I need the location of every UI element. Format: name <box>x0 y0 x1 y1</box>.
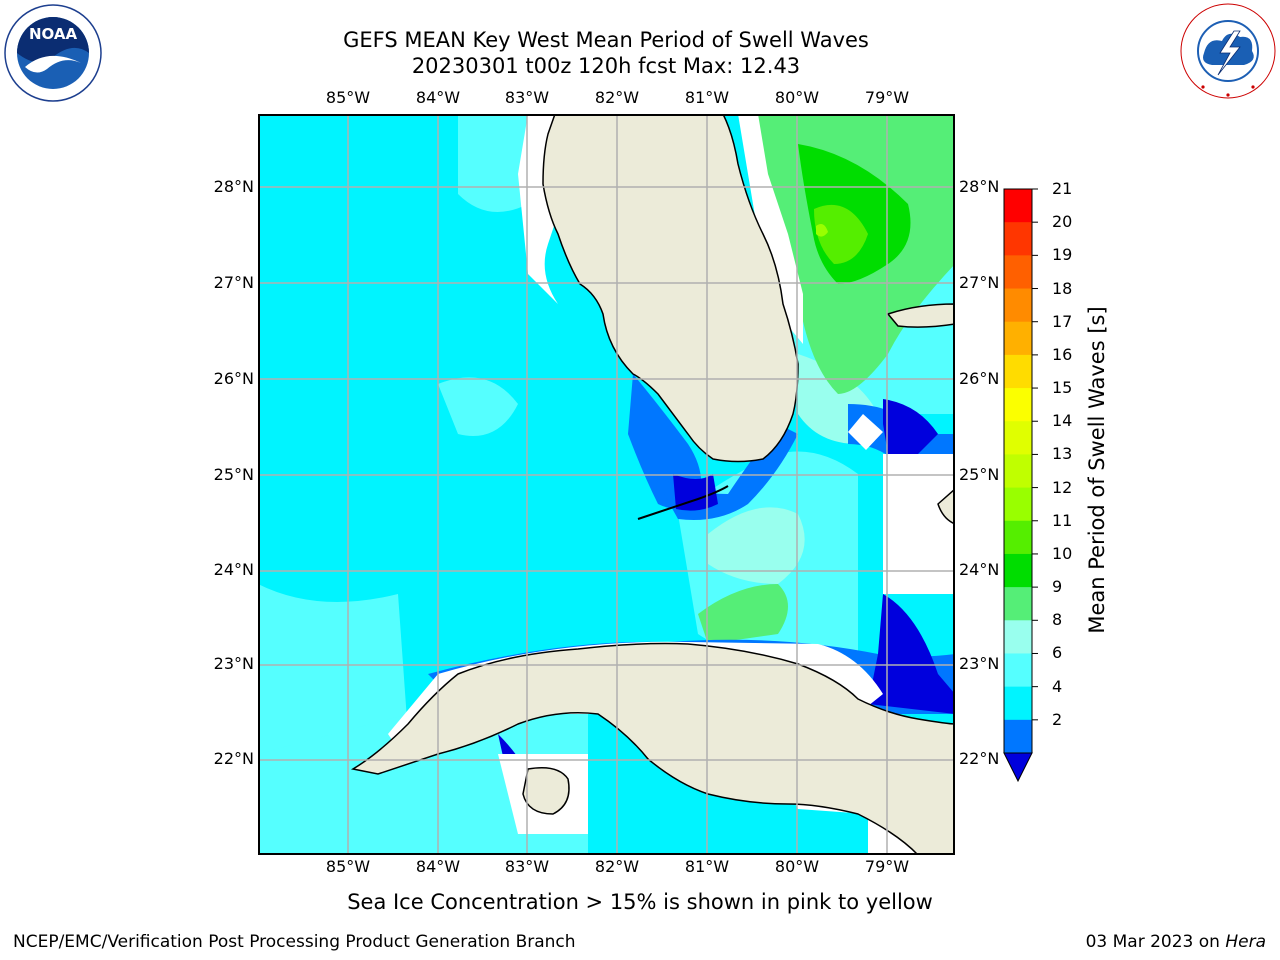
lon-tick-top-3: 82°W <box>594 88 640 107</box>
chart-title: GEFS MEAN Key West Mean Period of Swell … <box>343 28 869 52</box>
map-plot <box>258 114 955 855</box>
footer-branch: NCEP/EMC/Verification Post Processing Pr… <box>13 932 576 952</box>
colorbar-swatch-1 <box>1004 222 1032 256</box>
footer-date: 03 Mar 2023 on Hera <box>1086 932 1266 952</box>
land-isla-juventud <box>522 767 570 815</box>
sea-field-9-10s-strait <box>708 507 805 584</box>
colorbar-label-16: 2 <box>1052 709 1063 729</box>
lat-tick-right-3: 25°N <box>959 465 1000 484</box>
colorbar-swatch-5 <box>1004 354 1032 389</box>
lon-tick-top-6: 79°W <box>864 88 910 107</box>
colorbar-swatch-12 <box>1004 587 1032 621</box>
footer-machine: Hera <box>1225 932 1266 952</box>
colorbar-label-1: 20 <box>1052 212 1073 232</box>
lat-tick-left-3: 25°N <box>213 465 254 484</box>
colorbar-swatch-15 <box>1004 686 1032 721</box>
colorbar-label-3: 18 <box>1052 278 1073 298</box>
lon-tick-bottom-5: 80°W <box>774 857 820 876</box>
noaa-logo: NOAA <box>3 3 103 103</box>
sea-ice-note: Sea Ice Concentration > 15% is shown in … <box>347 890 933 914</box>
lat-tick-right-0: 28°N <box>959 177 1000 196</box>
lon-tick-top-5: 80°W <box>774 88 820 107</box>
land-cuba <box>350 642 955 855</box>
colorbar-border <box>1003 188 1033 754</box>
lat-tick-left-2: 26°N <box>213 369 254 388</box>
colorbar-swatch-4 <box>1004 321 1032 356</box>
sea-field-8-9s-west <box>258 584 408 761</box>
lon-tick-bottom-0: 85°W <box>325 857 371 876</box>
no-data-bahama-island <box>848 414 883 450</box>
colorbar-swatch-0 <box>1004 189 1032 223</box>
colorbar-swatch-11 <box>1004 553 1032 588</box>
no-data-fl-east <box>738 114 803 344</box>
footer-date-text: 03 Mar 2023 on <box>1085 932 1226 952</box>
colorbar-swatch-3 <box>1004 288 1032 323</box>
sea-field-2-4s-se <box>868 594 955 714</box>
lon-tick-bottom-1: 84°W <box>415 857 461 876</box>
lon-tick-top-1: 84°W <box>415 88 461 107</box>
lat-tick-left-5: 23°N <box>213 654 254 673</box>
colorbar-swatch-14 <box>1004 653 1032 688</box>
lat-tick-right-6: 22°N <box>959 749 1000 768</box>
lat-tick-right-1: 27°N <box>959 273 1000 292</box>
colorbar <box>1000 186 1040 786</box>
colorbar-label-7: 14 <box>1052 411 1073 431</box>
colorbar-label-13: 8 <box>1052 610 1063 630</box>
lon-tick-top-4: 81°W <box>684 88 730 107</box>
colorbar-label-10: 11 <box>1052 510 1073 530</box>
sea-field-8-9s-gulf2 <box>438 377 518 436</box>
lat-tick-right-5: 23°N <box>959 654 1000 673</box>
sea-field-max <box>816 224 828 237</box>
colorbar-swatch-16 <box>1004 719 1032 754</box>
sea-field-2-4s-east <box>883 399 938 454</box>
colorbar-swatch-2 <box>1004 255 1032 290</box>
lat-tick-left-4: 24°N <box>213 560 254 579</box>
lat-tick-right-2: 26°N <box>959 369 1000 388</box>
lat-tick-left-1: 27°N <box>213 273 254 292</box>
lat-tick-left-6: 22°N <box>213 749 254 768</box>
svg-text:NOAA: NOAA <box>29 25 78 43</box>
colorbar-label-11: 10 <box>1052 543 1073 563</box>
colorbar-swatch-7 <box>1004 421 1032 455</box>
colorbar-label-5: 16 <box>1052 344 1073 364</box>
no-data-andros <box>883 454 955 594</box>
colorbar-swatch-6 <box>1004 388 1032 422</box>
lon-tick-bottom-6: 79°W <box>864 857 910 876</box>
chart-subtitle: 20230301 t00z 120h fcst Max: 12.43 <box>411 54 801 78</box>
colorbar-label-9: 12 <box>1052 477 1073 497</box>
sea-field-12-13s <box>814 204 868 264</box>
colorbar-label-2: 19 <box>1052 245 1073 265</box>
colorbar-label-0: 21 <box>1052 179 1073 198</box>
lon-tick-bottom-2: 83°W <box>504 857 550 876</box>
colorbar-label-12: 9 <box>1052 577 1063 597</box>
lon-tick-bottom-3: 82°W <box>594 857 640 876</box>
colorbar-label-8: 13 <box>1052 444 1073 464</box>
colorbar-swatch-9 <box>1004 487 1032 522</box>
land-keys <box>637 485 729 520</box>
colorbar-swatch-10 <box>1004 520 1032 555</box>
lon-tick-top-2: 83°W <box>504 88 550 107</box>
colorbar-label-15: 4 <box>1052 676 1063 696</box>
colorbar-swatch-8 <box>1004 454 1032 489</box>
colorbar-title: Mean Period of Swell Waves [s] <box>1085 306 1109 634</box>
land-grand-bahama <box>886 303 955 328</box>
colorbar-label-14: 6 <box>1052 643 1063 663</box>
colorbar-label-4: 17 <box>1052 311 1073 331</box>
lon-tick-top-0: 85°W <box>325 88 371 107</box>
colorbar-swatch-13 <box>1004 620 1032 654</box>
nws-logo <box>1178 1 1278 101</box>
land-andros <box>937 487 955 525</box>
lat-tick-left-0: 28°N <box>213 177 254 196</box>
colorbar-extend-arrow <box>1003 752 1033 783</box>
lon-tick-bottom-4: 81°W <box>684 857 730 876</box>
lat-tick-right-4: 24°N <box>959 560 1000 579</box>
land-florida <box>542 114 799 463</box>
sea-field-10-11s-strait <box>698 584 788 644</box>
colorbar-label-6: 15 <box>1052 378 1073 398</box>
map-gridlines <box>258 114 955 855</box>
